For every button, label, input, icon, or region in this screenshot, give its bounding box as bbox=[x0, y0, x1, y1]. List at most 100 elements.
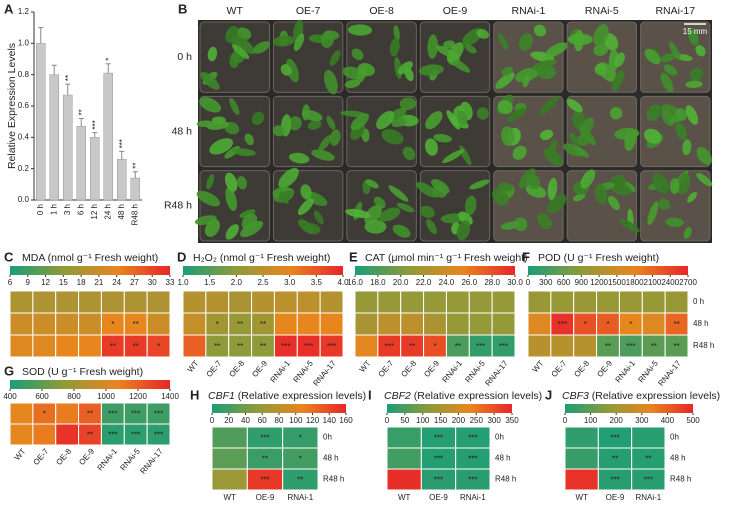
y-tick-label: 0.4 bbox=[18, 132, 30, 141]
leaf bbox=[696, 173, 713, 187]
leaf bbox=[285, 58, 299, 83]
column-label: OE-7 bbox=[550, 358, 569, 379]
leaf bbox=[507, 108, 526, 123]
colorbar-tick-label: 6 bbox=[8, 278, 13, 287]
leaf bbox=[392, 224, 411, 238]
heatmap-cell bbox=[319, 290, 344, 314]
leaf bbox=[660, 72, 674, 93]
panel-title: POD (U g⁻¹ Fresh weight) bbox=[538, 252, 659, 264]
leaf bbox=[278, 167, 299, 189]
leaf bbox=[288, 116, 302, 131]
significance: * bbox=[157, 342, 160, 351]
leaf bbox=[393, 25, 400, 41]
heatmap-cell bbox=[445, 290, 470, 314]
heatmap-cell bbox=[354, 334, 379, 358]
gene-name: CBF2 bbox=[384, 390, 411, 402]
colorbar-tick-label: 200 bbox=[452, 416, 466, 425]
leaf bbox=[418, 64, 444, 76]
leaf bbox=[297, 198, 314, 216]
leaf bbox=[580, 169, 596, 189]
column-label: OE-8 bbox=[399, 358, 418, 379]
heatmap-cell bbox=[282, 468, 319, 491]
heatmap-cell bbox=[377, 290, 402, 314]
significance: ** bbox=[260, 320, 266, 329]
panel-title: H₂O₂ (nmol g⁻¹ Fresh weight) bbox=[193, 252, 330, 264]
colorbar-tick-label: 800 bbox=[67, 392, 81, 401]
leaf bbox=[572, 193, 586, 202]
leaf bbox=[280, 64, 292, 76]
colorbar-tick-label: 20.0 bbox=[393, 278, 409, 287]
error-bar bbox=[132, 171, 138, 179]
heatmap-cell bbox=[386, 447, 422, 470]
leaf bbox=[683, 226, 692, 239]
leaf bbox=[676, 173, 691, 195]
leaf bbox=[277, 190, 294, 203]
heatmap-cell bbox=[527, 290, 552, 314]
leaf bbox=[644, 48, 661, 65]
significance: * bbox=[606, 320, 609, 329]
leaf bbox=[313, 210, 324, 225]
heatmap-cell bbox=[32, 334, 57, 358]
leaf bbox=[447, 42, 464, 63]
heatmap-cell bbox=[641, 290, 666, 314]
significance: ** bbox=[133, 342, 139, 351]
x-tick-label: R48 h bbox=[130, 204, 139, 225]
heatmap-cell bbox=[146, 423, 171, 446]
leaf bbox=[623, 181, 636, 192]
colorbar-tick-label: 22.0 bbox=[416, 278, 432, 287]
y-tick-label: 1.0 bbox=[18, 38, 30, 47]
colorbar bbox=[528, 266, 688, 275]
leaf bbox=[658, 198, 670, 211]
leaf bbox=[687, 191, 697, 203]
significance: *** bbox=[118, 139, 127, 148]
significance: * bbox=[629, 320, 632, 329]
significance: *** bbox=[281, 342, 290, 351]
panel-letter: C bbox=[4, 249, 14, 264]
colorbar-tick-label: 0 bbox=[385, 416, 390, 425]
heatmap-cell bbox=[468, 312, 493, 336]
heatmap-cell bbox=[55, 402, 80, 425]
heatmap-cell bbox=[273, 290, 298, 314]
leaf bbox=[200, 71, 220, 90]
colorbar-tick-label: 350 bbox=[505, 416, 519, 425]
colorbar-tick-label: 15 bbox=[59, 278, 68, 287]
column-label: RNAi-1 bbox=[269, 358, 293, 384]
panel-letter: E bbox=[349, 249, 358, 264]
colorbar-tick-label: 24 bbox=[112, 278, 121, 287]
pot bbox=[566, 170, 637, 242]
significance: *** bbox=[108, 410, 117, 419]
leaf bbox=[293, 33, 305, 52]
row-label: 0 h bbox=[177, 51, 192, 63]
leaf bbox=[364, 205, 382, 225]
leaf bbox=[323, 69, 338, 95]
leaf bbox=[522, 74, 530, 88]
leaf bbox=[381, 129, 404, 145]
error-bar bbox=[65, 83, 71, 96]
heatmap-cell bbox=[354, 312, 379, 336]
leaf bbox=[696, 146, 712, 165]
heatmap-cell bbox=[296, 312, 321, 336]
colorbar bbox=[212, 404, 346, 413]
column-label: OE-8 bbox=[369, 5, 394, 17]
panel-letter: G bbox=[4, 363, 14, 378]
significance: ** bbox=[64, 75, 73, 81]
leaf bbox=[646, 104, 662, 121]
leaf bbox=[252, 41, 271, 54]
leaf bbox=[239, 209, 256, 218]
column-label: RNAi-5 bbox=[585, 5, 619, 17]
error-bar bbox=[38, 27, 44, 44]
colorbar-tick-label: 28.0 bbox=[484, 278, 500, 287]
heatmap-cell bbox=[146, 334, 171, 358]
title-text: (Relative expression levels) bbox=[238, 390, 366, 402]
y-tick-label: 0.6 bbox=[18, 101, 30, 110]
heatmap-cell bbox=[491, 334, 516, 358]
significance: ** bbox=[409, 342, 415, 351]
heatmap-cell bbox=[573, 290, 598, 314]
leaf bbox=[236, 176, 248, 190]
colorbar-tick-label: 33 bbox=[166, 278, 175, 287]
leaf bbox=[288, 152, 310, 164]
heatmap-cell bbox=[182, 290, 207, 314]
heatmap-cell bbox=[468, 290, 493, 314]
significance: *** bbox=[108, 431, 117, 440]
heatmap-cell bbox=[564, 426, 599, 449]
